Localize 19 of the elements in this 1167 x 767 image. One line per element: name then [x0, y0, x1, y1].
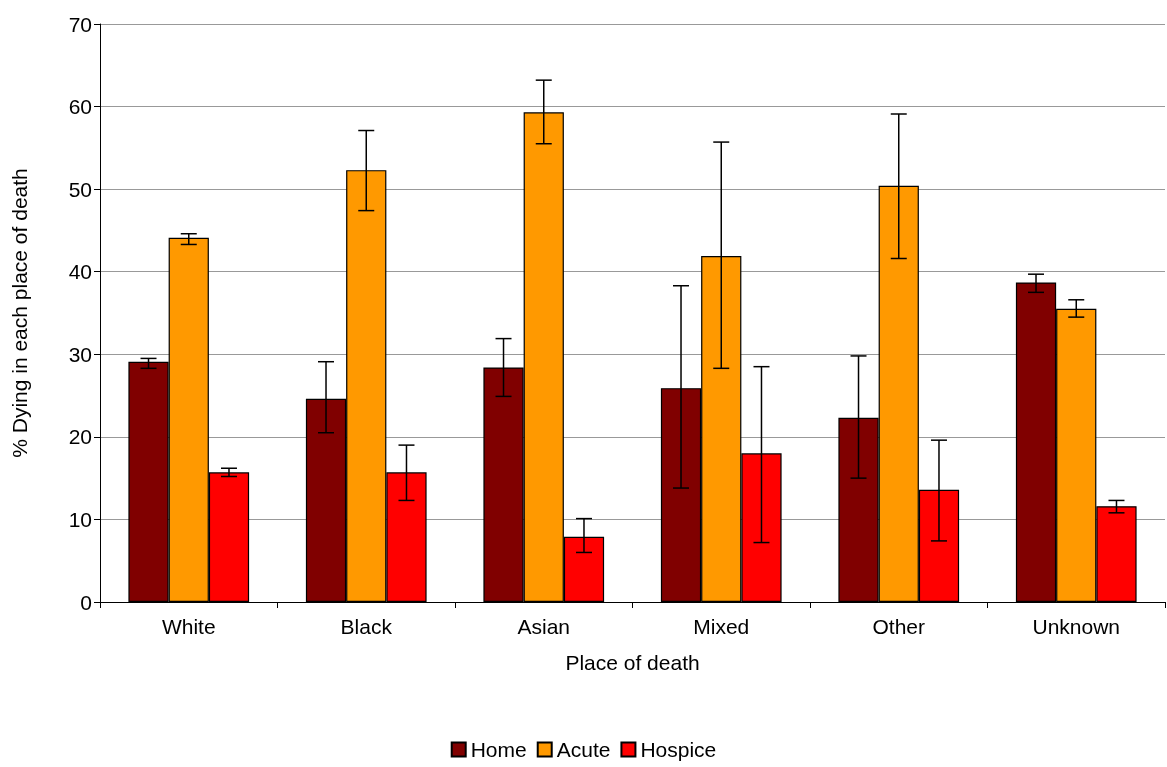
y-tick-label: 0 — [80, 590, 92, 614]
x-tick-label: White — [161, 615, 216, 638]
legend-label: Acute — [556, 738, 611, 761]
y-tick-label: 30 — [68, 342, 92, 366]
legend-label: Home — [470, 738, 527, 761]
x-tick-label: Asian — [517, 615, 571, 638]
y-tick-label: 60 — [68, 95, 92, 119]
y-tick-label: 20 — [68, 425, 92, 449]
x-axis-title: Place of death — [565, 651, 700, 674]
x-tick-label: Black — [340, 615, 393, 638]
y-axis-title: % Dying in each place of death — [8, 168, 31, 458]
legend-label: Hospice — [640, 738, 717, 761]
y-tick-label: 70 — [68, 12, 92, 36]
x-tick-label: Mixed — [693, 615, 750, 638]
x-tick-label: Other — [872, 615, 926, 638]
y-tick-label: 10 — [68, 507, 92, 531]
x-tick-label: Unknown — [1032, 615, 1121, 638]
y-tick-label: 50 — [68, 177, 92, 201]
y-tick-label: 40 — [68, 260, 92, 284]
